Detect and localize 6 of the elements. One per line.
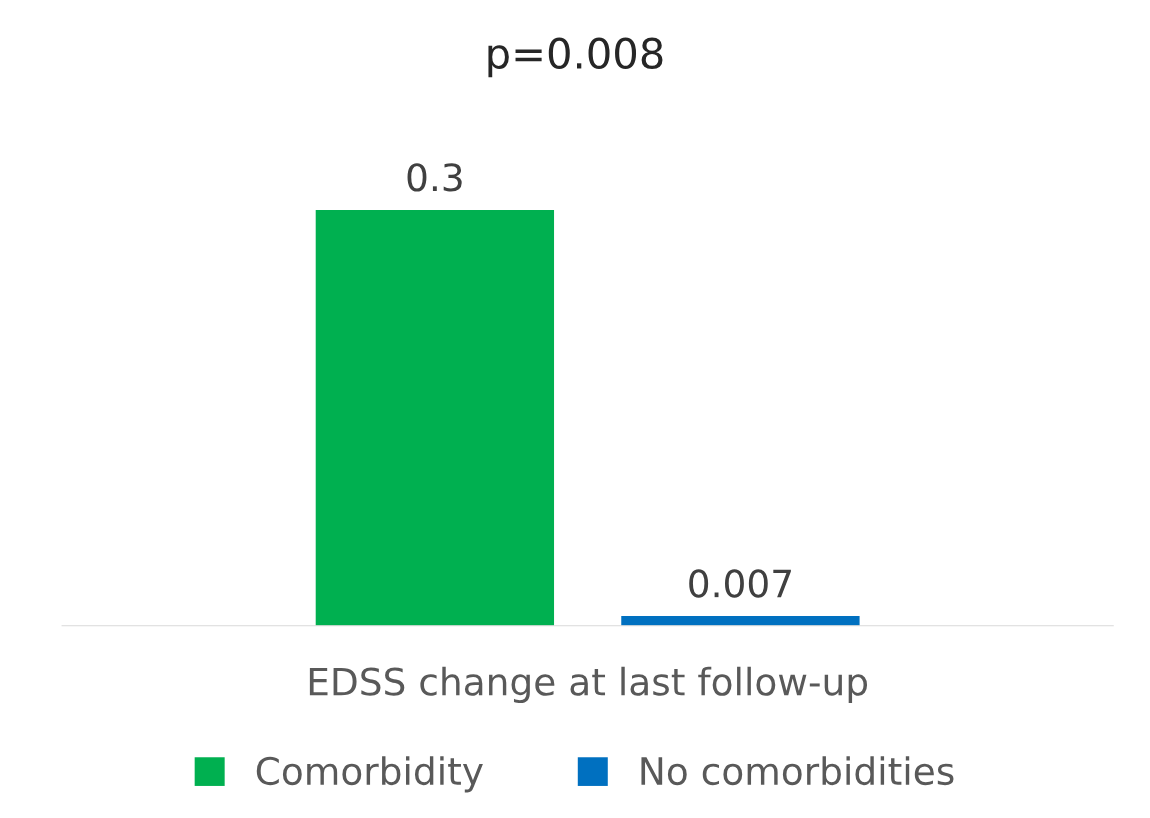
data-label: 0.3: [407, 163, 462, 192]
chart-title: p=0.008: [488, 37, 663, 78]
legend-label: Comorbidity: [256, 756, 483, 793]
legend-label: No comorbidities: [641, 756, 954, 786]
x-axis-title: EDSS change at last follow-up: [309, 666, 868, 704]
data-label: 0.007: [689, 569, 791, 598]
